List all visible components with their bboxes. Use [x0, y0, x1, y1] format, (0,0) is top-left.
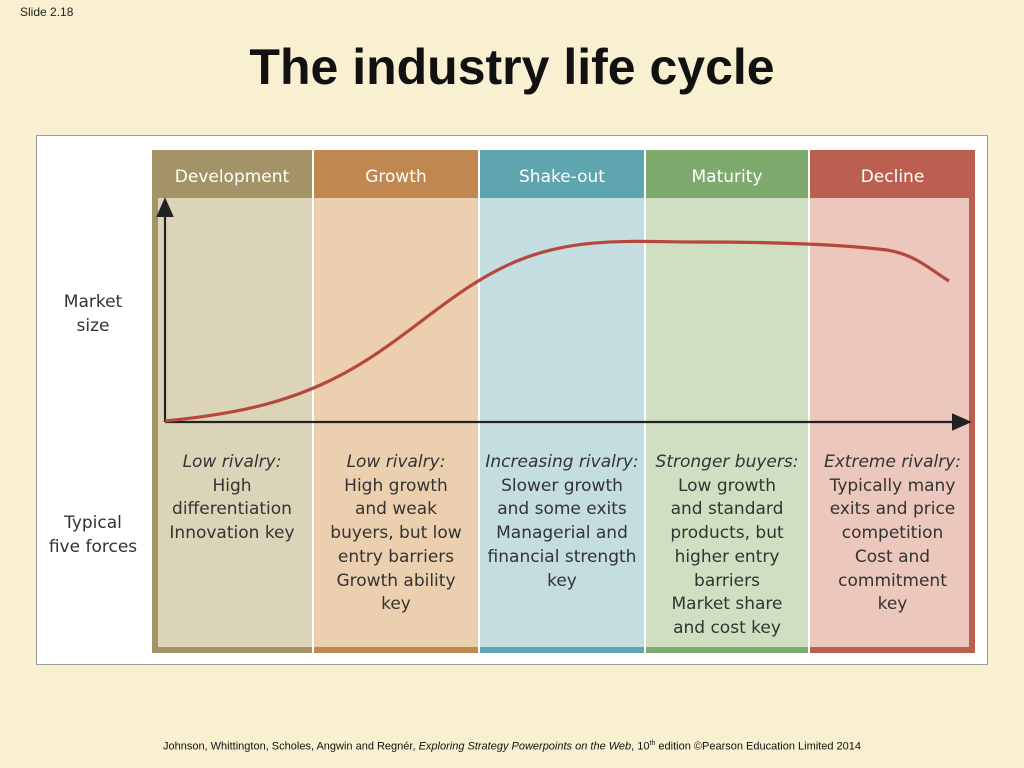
stage-text-line: barriers [694, 570, 760, 591]
market-size-label-line: size [76, 316, 110, 336]
footer-publisher: edition ©Pearson Education Limited 2014 [655, 740, 862, 753]
footer-edition: , 10 [631, 740, 650, 753]
stage-text-line: Cost and [854, 546, 931, 567]
stage-text-line: High growth [344, 475, 448, 496]
stage-text-line: and some exits [497, 499, 627, 520]
five-forces-label: Typical five forces [37, 511, 149, 559]
footer-citation: Johnson, Whittington, Scholes, Angwin an… [0, 740, 1024, 753]
stage-text-line: key [877, 594, 908, 615]
stage-body [480, 198, 644, 653]
footer-authors: Johnson, Whittington, Scholes, Angwin an… [162, 740, 419, 753]
stage-text-line: and weak [354, 499, 437, 520]
stage-rivalry-lead: Extreme rivalry: [823, 452, 962, 472]
stage-text-line: higher entry [674, 546, 780, 567]
stage-body [152, 198, 312, 653]
stage-five-forces-text: Increasing rivalry: Slower growth and some… [480, 451, 644, 593]
stage-header: Decline [810, 150, 975, 198]
stage-five-forces-text: Low rivalry: High growth and weak buyers, b… [314, 451, 478, 617]
stage-text-line: exits and price [829, 499, 956, 520]
stage-maturity: Maturity Stronger buyers: Low growth and st… [646, 150, 808, 653]
slide-number: Slide 2.18 [20, 5, 74, 19]
stage-body [810, 198, 975, 653]
stage-text-line: competition [841, 523, 944, 544]
stage-body [646, 198, 808, 653]
life-cycle-diagram: Market size Typical five forces Developm… [36, 135, 988, 665]
stage-header: Shake-out [480, 150, 644, 198]
stage-text-line: Typically many [829, 475, 956, 496]
footer-edition-suffix: th [649, 740, 656, 747]
stage-five-forces-text: Low rivalry: High differentiation Innovatio… [152, 451, 312, 546]
stage-text-line: key [381, 594, 411, 615]
stage-rivalry-lead: Low rivalry: [182, 452, 282, 472]
stage-development: Development Low rivalry: High differentiati… [152, 150, 312, 653]
stage-text-line: buyers, but low [330, 523, 462, 544]
stage-text-line: commitment [838, 570, 947, 591]
stage-text-line: Managerial and [496, 523, 628, 544]
stage-text-line: Growth ability [336, 570, 456, 591]
stage-text-line: key [547, 570, 577, 591]
stage-rivalry-lead: Increasing rivalry: [485, 452, 639, 472]
axes-and-curve [156, 197, 972, 431]
stage-decline: Decline Extreme rivalry: Typically many exi… [810, 150, 975, 653]
stage-rivalry-lead: Low rivalry: [346, 452, 446, 472]
stage-text-line: financial strength [487, 546, 637, 567]
stage-text-line: Low growth [677, 475, 777, 496]
stage-shake-out: Shake-out Increasing rivalry: Slower growt… [480, 150, 644, 653]
stage-text-line: Market share [671, 594, 783, 615]
stage-text-line: differentiation [172, 499, 292, 520]
stage-header: Growth [314, 150, 478, 198]
stage-five-forces-text: Stronger buyers: Low growth and standard pr… [646, 451, 808, 641]
stage-text-line: products, but [670, 523, 784, 544]
stage-text-line: High [212, 475, 252, 496]
stage-text-line: and cost key [673, 617, 781, 638]
footer-book-title: Exploring Strategy Powerpoints on the We… [418, 740, 632, 753]
market-size-curve [164, 239, 950, 423]
five-forces-label-line: five forces [48, 537, 138, 557]
slide-title: The industry life cycle [249, 39, 775, 95]
stage-five-forces-text: Extreme rivalry: Typically many exits and … [810, 451, 975, 617]
five-forces-label-line: Typical [64, 513, 122, 533]
stage-text-line: Innovation key [169, 523, 295, 544]
stage-text-line: Slower growth [501, 475, 623, 496]
stage-text-line: and standard [670, 499, 784, 520]
market-size-label: Market size [37, 290, 149, 338]
market-size-label-line: Market [63, 292, 123, 312]
stage-header: Development [152, 150, 312, 198]
stage-body [314, 198, 478, 653]
stage-header: Maturity [646, 150, 808, 198]
stage-rivalry-lead: Stronger buyers: [655, 452, 799, 472]
stage-text-line: entry barriers [337, 546, 455, 567]
stage-growth: Growth Low rivalry: High growth and weak buy… [314, 150, 478, 653]
